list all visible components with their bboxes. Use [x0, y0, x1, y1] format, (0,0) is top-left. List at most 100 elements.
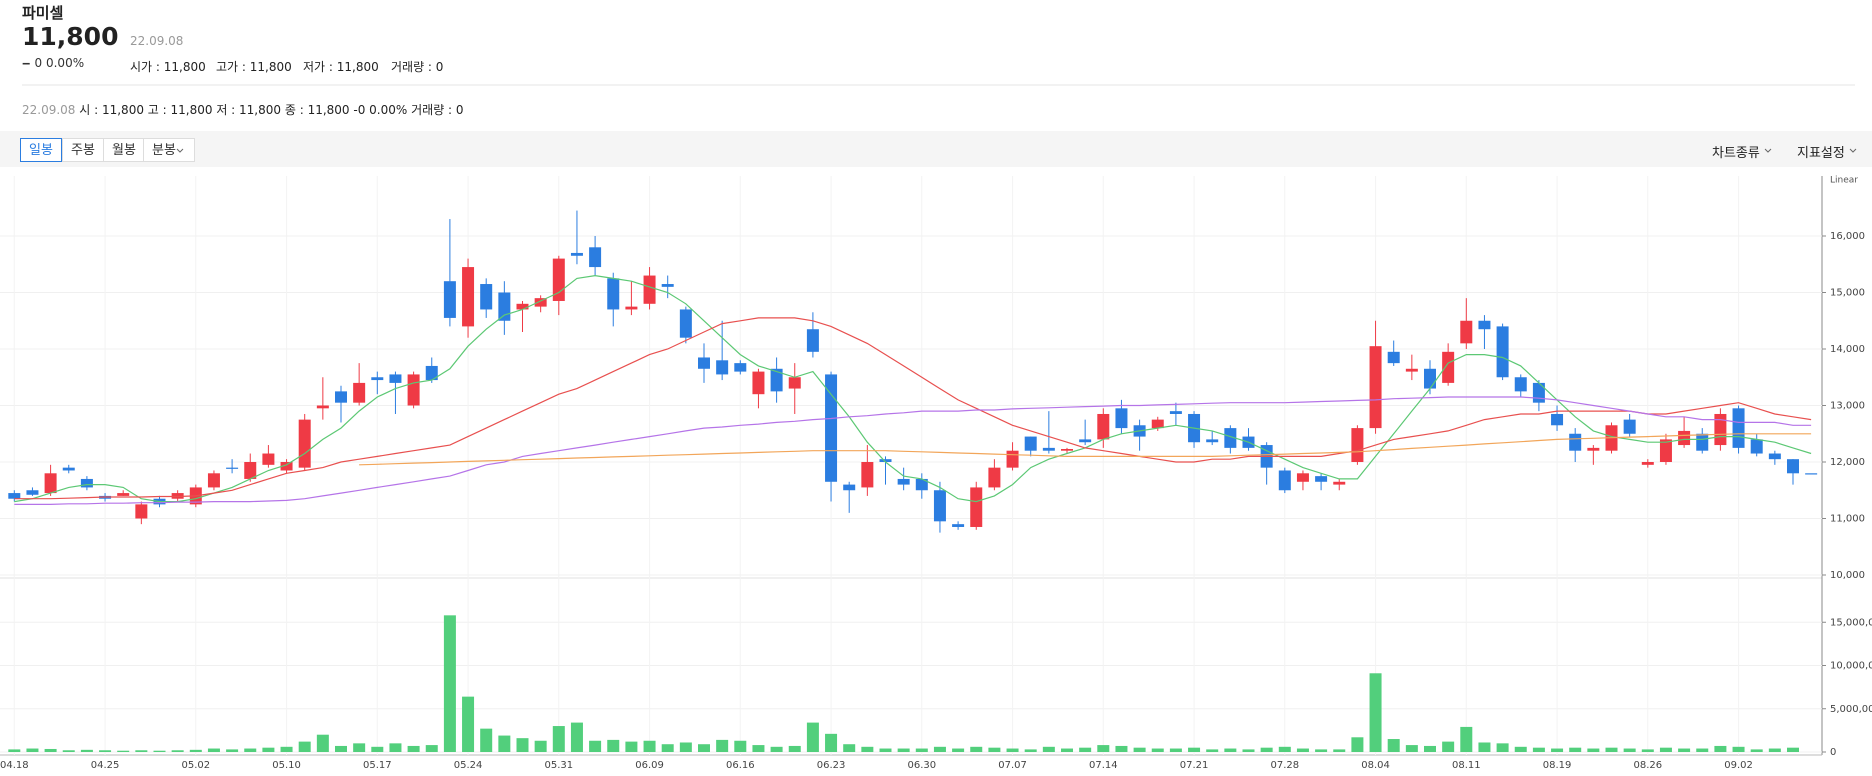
candle-body: [1024, 436, 1037, 451]
x-tick-label: 05.17: [363, 760, 392, 771]
y-tick-label: 15,000: [1830, 288, 1865, 299]
volume-bar: [970, 746, 983, 752]
volume-bar: [316, 734, 329, 752]
candle-body: [806, 329, 819, 352]
toolbar-background: [0, 131, 1872, 167]
candle-body: [1424, 368, 1436, 389]
x-tick-label: 09.02: [1724, 760, 1753, 771]
volume-bar: [1133, 747, 1146, 752]
moving-average-line: [14, 396, 1812, 505]
candle-body: [1206, 439, 1219, 443]
volume-bar: [1333, 749, 1346, 752]
y-tick-label: 16,000: [1830, 231, 1865, 242]
candle-body: [1750, 439, 1763, 454]
volume-bar: [1641, 749, 1654, 752]
candle-body: [843, 484, 856, 491]
volume-bar: [915, 748, 928, 752]
candle-body: [643, 275, 656, 304]
candle-body: [1151, 419, 1164, 429]
candle-body: [915, 478, 928, 491]
volume-tick-label: 5,000,000: [1830, 704, 1872, 715]
candle-body: [1732, 408, 1745, 448]
volume-bar: [1242, 749, 1255, 752]
volume-bar: [189, 749, 202, 752]
volume-bar: [1369, 673, 1382, 752]
candle-body: [1315, 476, 1328, 482]
x-tick-label: 05.10: [272, 760, 301, 771]
candle-body: [716, 360, 729, 375]
period-button[interactable]: 주봉: [62, 138, 104, 162]
candle-body: [679, 309, 692, 338]
tool-button[interactable]: 지표설정: [1797, 146, 1845, 161]
tool-button[interactable]: 차트종류: [1712, 146, 1760, 161]
candle-body: [1805, 473, 1818, 475]
volume-bar: [1042, 746, 1055, 752]
candle-body: [207, 473, 220, 488]
volume-bar: [516, 738, 529, 752]
volume-bar: [933, 746, 946, 752]
candle-body: [226, 467, 239, 469]
volume-bar: [770, 746, 783, 752]
candle-body: [752, 371, 765, 395]
candle-body: [1551, 413, 1564, 426]
period-button[interactable]: 일봉: [20, 138, 62, 162]
candle-body: [1278, 470, 1291, 491]
candle-body: [1787, 459, 1799, 474]
candle-body: [788, 377, 801, 389]
volume-bar: [171, 750, 184, 752]
volume-bar: [1079, 747, 1092, 752]
x-tick-label: 04.25: [91, 760, 120, 771]
candle-body: [389, 374, 402, 383]
volume-bar: [26, 748, 39, 752]
candle-body: [1587, 447, 1600, 451]
x-tick-label: 04.18: [0, 760, 29, 771]
volume-bar: [1514, 746, 1527, 752]
low-price: 저가 : 11,800: [303, 60, 379, 74]
volume-bar: [117, 750, 130, 752]
info-item: 시 : 11,800: [79, 103, 144, 117]
period-button[interactable]: 월봉: [103, 138, 145, 162]
candle-body: [1496, 326, 1509, 378]
volume-bar: [443, 615, 456, 752]
x-tick-label: 06.23: [817, 760, 846, 771]
volume-bar: [480, 728, 493, 752]
candle-body: [1387, 351, 1400, 364]
candle-body: [1115, 408, 1128, 429]
volume-bar: [534, 740, 547, 752]
candle-body: [8, 493, 21, 499]
volume-bar: [1768, 748, 1781, 752]
volume-bar: [1315, 749, 1328, 752]
candle-body: [1714, 413, 1727, 446]
volume-bar: [1569, 747, 1582, 752]
volume-bar: [1387, 739, 1400, 752]
high-price: 고가 : 11,800: [216, 60, 292, 74]
volume-bar: [99, 750, 112, 752]
flat-marker: ‒: [22, 56, 35, 70]
candle-body: [1460, 320, 1473, 344]
moving-average-line: [14, 317, 1812, 500]
volume-bar: [280, 746, 293, 752]
candle-body: [1768, 453, 1781, 460]
volume-bar: [1296, 748, 1309, 752]
stock-name: 파미셀: [22, 4, 64, 22]
volume-bar: [752, 745, 765, 752]
volume-bar: [462, 696, 475, 752]
candle-body: [80, 478, 93, 488]
volume-bar: [988, 747, 1001, 752]
volume-bar: [1405, 745, 1418, 752]
volume-bar: [1551, 748, 1564, 752]
candle-body: [534, 298, 547, 307]
volume-bar: [1478, 742, 1491, 752]
info-line: 22.09.08 시 : 11,800 고 : 11,800 저 : 11,80…: [22, 101, 464, 118]
candle-body: [570, 252, 583, 256]
period-button[interactable]: 분봉: [143, 138, 195, 162]
volume-bar: [62, 750, 75, 752]
volume-bar: [1442, 741, 1455, 752]
info-item: 고 : 11,800: [147, 103, 213, 117]
candle-body: [1296, 473, 1309, 482]
volume-bar: [335, 745, 347, 752]
x-tick-label: 08.26: [1633, 760, 1662, 771]
x-tick-label: 07.14: [1089, 760, 1118, 771]
x-tick-label: 06.30: [907, 760, 936, 771]
candle-body: [879, 459, 892, 462]
